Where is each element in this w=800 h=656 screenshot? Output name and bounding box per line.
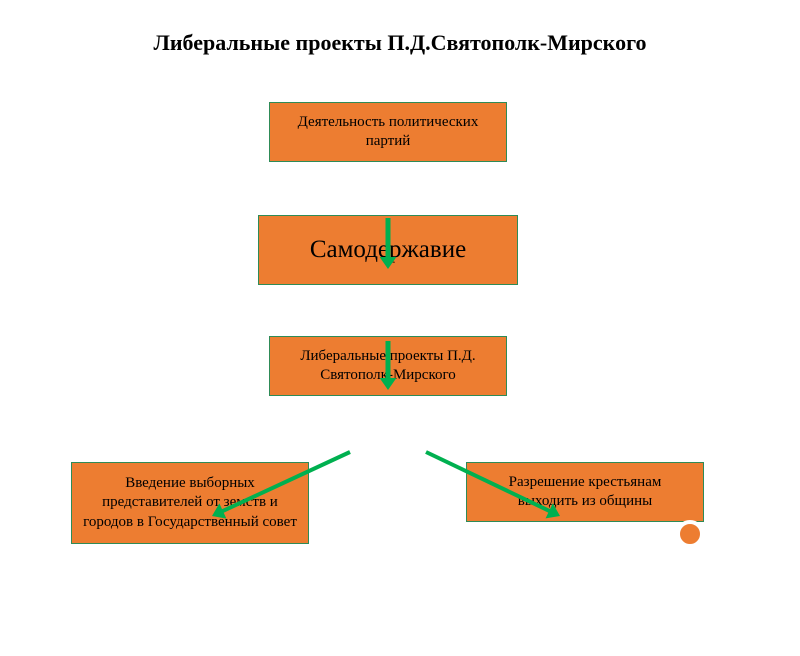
box-autocracy: Самодержавие (258, 215, 518, 285)
box-liberal-projects-label: Либеральные проекты П.Д. Святополк-Мирск… (280, 347, 496, 386)
decor-dot (676, 520, 704, 548)
box-liberal-projects: Либеральные проекты П.Д. Святополк-Мирск… (269, 336, 507, 396)
box-political-parties: Деятельность политических партий (269, 102, 507, 162)
page-title: Либеральные проекты П.Д.Святополк-Мирско… (0, 0, 800, 56)
box-political-parties-label: Деятельность политических партий (280, 113, 496, 152)
box-elected-reps-label: Введение выборных представителей от земс… (82, 474, 298, 533)
box-peasants: Разрешение крестьянам выходить из общины (466, 462, 704, 522)
box-peasants-label: Разрешение крестьянам выходить из общины (477, 473, 693, 512)
box-autocracy-label: Самодержавие (310, 234, 466, 267)
box-elected-reps: Введение выборных представителей от земс… (71, 462, 309, 544)
